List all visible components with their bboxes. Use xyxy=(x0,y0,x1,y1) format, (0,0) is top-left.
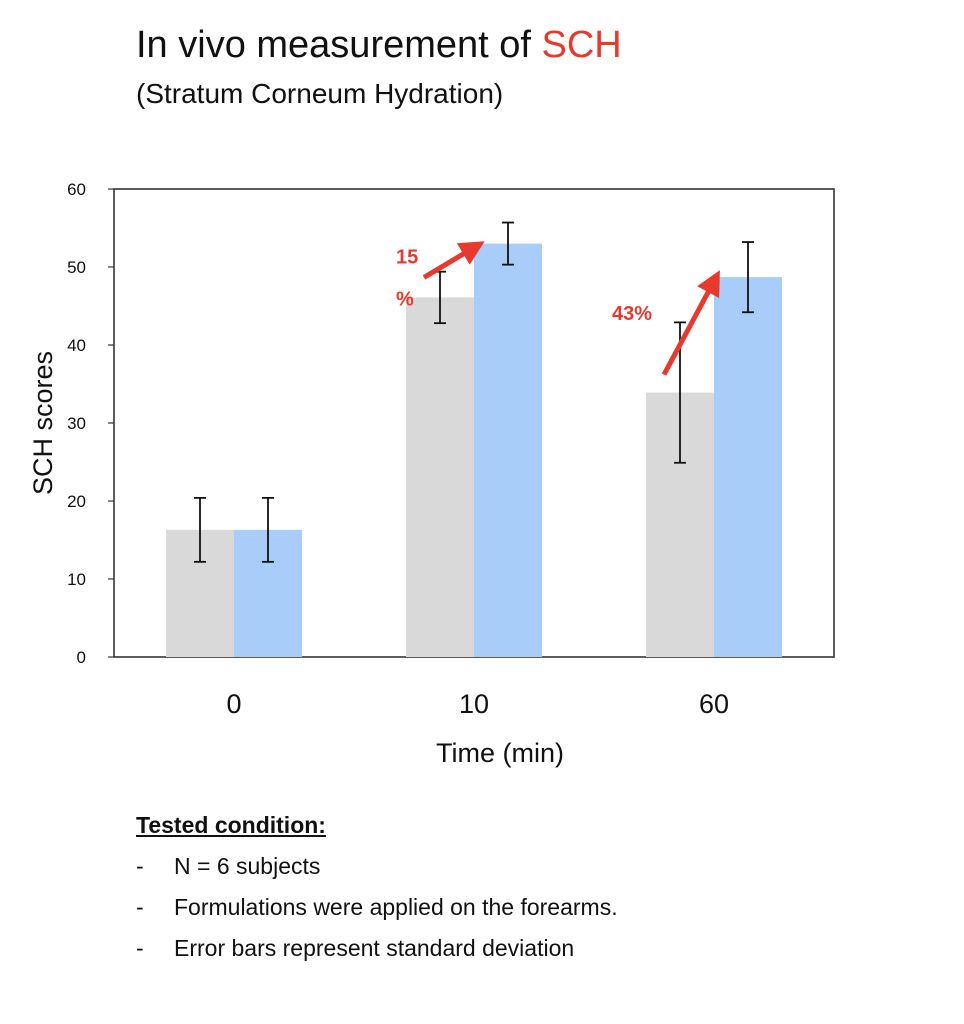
note-bullet: - xyxy=(136,894,144,920)
chart-title: In vivo measurement of SCH xyxy=(136,22,622,68)
note-text: Error bars represent standard deviation xyxy=(174,935,575,961)
note-item: - Formulations were applied on the forear… xyxy=(136,892,618,922)
increase-label-60: 43% xyxy=(612,303,652,325)
y-tick-label: 10 xyxy=(67,570,86,589)
title-prefix: In vivo measurement of xyxy=(136,24,542,66)
x-tick-label: 60 xyxy=(699,689,729,719)
increase-label-10: % xyxy=(396,289,414,311)
note-text: N = 6 subjects xyxy=(174,853,321,879)
tested-condition-notes: Tested condition: - N = 6 subjects - Formu… xyxy=(136,812,618,974)
note-item: - N = 6 subjects xyxy=(136,851,618,881)
increase-label-10: 15 xyxy=(396,247,418,269)
x-tick-label: 0 xyxy=(226,689,241,719)
note-item: - Error bars represent standard deviation xyxy=(136,933,618,963)
x-axis-label: Time (min) xyxy=(436,738,564,768)
note-bullet: - xyxy=(136,935,144,961)
increase-arrow-10 xyxy=(422,241,485,280)
y-tick-label: 20 xyxy=(67,492,86,511)
bar-60-series-2 xyxy=(714,277,782,657)
bar-10-series-1 xyxy=(406,297,474,657)
note-bullet: - xyxy=(136,853,144,879)
note-text: Formulations were applied on the forearm… xyxy=(174,894,618,920)
y-tick-label: 50 xyxy=(67,258,86,277)
x-tick-label: 10 xyxy=(459,689,489,719)
sch-bar-chart: 0 10 60 0 10 20 30 40 50 60 15% 43% SCH scores Tim… xyxy=(28,180,835,768)
y-tick-label: 30 xyxy=(67,414,86,433)
chart-subtitle: (Stratum Corneum Hydration) xyxy=(136,78,504,109)
bar-10-series-2 xyxy=(474,243,542,657)
title-highlight: SCH xyxy=(541,24,622,66)
increase-arrow-60 xyxy=(661,270,720,376)
y-tick-label: 40 xyxy=(67,336,86,355)
y-tick-label: 0 xyxy=(77,648,86,667)
y-axis-label: SCH scores xyxy=(28,351,58,495)
notes-heading: Tested condition: xyxy=(136,812,326,838)
y-tick-label: 60 xyxy=(67,180,86,199)
